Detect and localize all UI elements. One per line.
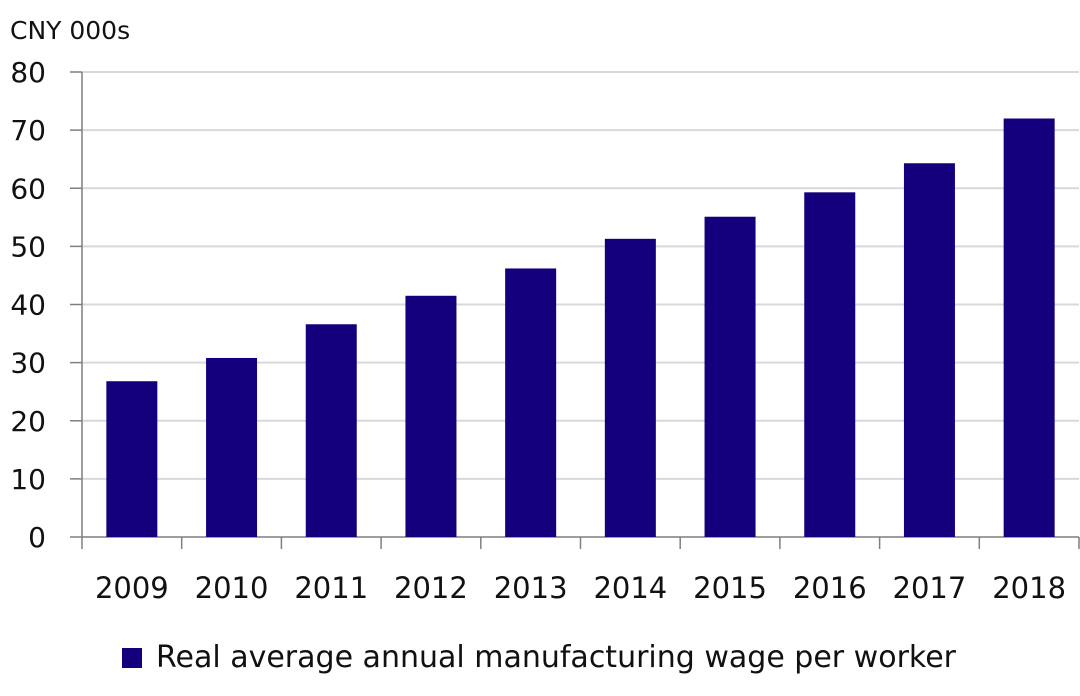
x-tick-label: 2016 — [793, 571, 867, 605]
x-tick-label: 2015 — [693, 571, 767, 605]
y-tick-label: 30 — [10, 347, 46, 380]
legend: Real average annual manufacturing wage p… — [122, 640, 956, 675]
bar-2013 — [505, 268, 557, 537]
bar-2018 — [1003, 118, 1055, 537]
legend-label: Real average annual manufacturing wage p… — [156, 640, 956, 675]
x-tick-label: 2011 — [294, 571, 368, 605]
x-tick-label: 2018 — [992, 571, 1066, 605]
legend-swatch — [122, 647, 142, 668]
y-tick-label: 10 — [10, 463, 46, 496]
x-tick-label: 2013 — [494, 571, 568, 605]
x-tick-label: 2014 — [593, 571, 667, 605]
bar-2012 — [405, 295, 457, 537]
x-tick-label: 2010 — [195, 571, 269, 605]
bar-2016 — [804, 192, 856, 537]
y-tick-label: 60 — [10, 172, 46, 205]
bar-2009 — [106, 381, 158, 537]
bar-2017 — [903, 163, 955, 537]
x-tick-label: 2017 — [893, 571, 967, 605]
x-tick-label: 2012 — [394, 571, 468, 605]
x-tick-label: 2009 — [95, 571, 169, 605]
bar-2015 — [704, 216, 756, 537]
y-tick-label: 50 — [10, 230, 46, 263]
y-tick-label: 20 — [10, 405, 46, 438]
y-axis-unit-label: CNY 000s — [10, 16, 131, 45]
bar-2011 — [305, 324, 357, 537]
y-tick-label: 70 — [10, 114, 46, 147]
y-tick-label: 80 — [10, 56, 46, 89]
bar-2010 — [206, 357, 258, 537]
y-tick-label: 40 — [10, 289, 46, 322]
y-tick-label: 0 — [28, 521, 46, 554]
bar-2014 — [604, 238, 656, 537]
